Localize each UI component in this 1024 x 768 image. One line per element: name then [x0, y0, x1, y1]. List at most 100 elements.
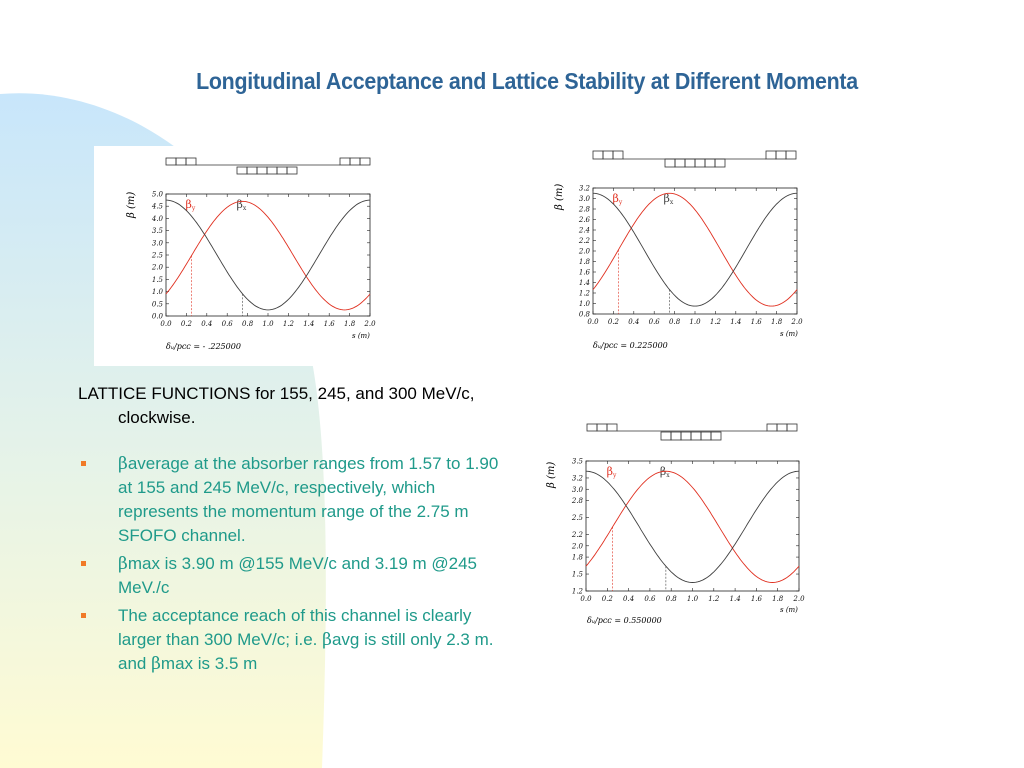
y-tick-label: 3.0: [579, 195, 591, 203]
y-axis-label: β (m): [554, 184, 565, 211]
x-tick-label: 0.2: [608, 318, 620, 326]
y-tick-label: 3.0: [572, 486, 584, 494]
chart-caption: δᵤ/pᴄᴄ = - .225000: [166, 342, 241, 351]
x-tick-label: 0.4: [623, 595, 634, 603]
series-label: βx: [664, 192, 674, 206]
bullet-beta-average: βaverage at the absorber ranges from 1.5…: [78, 452, 508, 548]
series-line-βy: [165, 200, 371, 311]
x-tick-label: 1.2: [283, 320, 295, 328]
y-tick-label: 2.5: [151, 252, 164, 260]
chart-caption: δᵤ/pᴄᴄ = 0.550000: [587, 616, 662, 625]
slide-title: Longitudinal Acceptance and Lattice Stab…: [196, 68, 858, 94]
x-tick-label: 1.8: [771, 318, 783, 326]
series-label-subscript: x: [243, 205, 247, 212]
y-tick-label: 1.2: [572, 588, 584, 596]
plot-frame: [165, 193, 371, 317]
beta-symbol: β: [151, 654, 161, 674]
y-tick-label: 2.6: [578, 216, 591, 224]
y-tick-label: 1.0: [152, 288, 164, 296]
y-tick-label: 2.4: [578, 227, 590, 235]
series-label-subscript: y: [612, 472, 617, 479]
x-tick-label: 2.0: [792, 595, 805, 603]
x-tick-label: 0.6: [222, 320, 234, 328]
x-tick-label: 1.2: [710, 318, 722, 326]
y-tick-label: 1.4: [579, 279, 590, 287]
series-label: βy: [607, 465, 617, 479]
bullet-text: average at the absorber ranges from 1.57…: [118, 454, 499, 545]
y-tick-label: 2.5: [571, 514, 584, 522]
y-tick-label: 3.5: [572, 458, 584, 466]
y-tick-label: 2.0: [578, 248, 591, 256]
series-line-βx: [593, 192, 797, 307]
x-tick-label: 1.8: [344, 320, 356, 328]
y-tick-label: 1.6: [579, 269, 591, 277]
y-tick-label: 2.0: [571, 542, 584, 550]
beta-symbol: β: [118, 454, 128, 474]
bullet-marker: [81, 461, 86, 466]
y-tick-label: 2.2: [571, 531, 584, 539]
x-tick-label: 1.0: [687, 595, 699, 603]
y-tick-label: 5.0: [152, 191, 164, 199]
x-tick-label: 2.0: [363, 320, 376, 328]
y-tick-label: 2.8: [578, 206, 591, 214]
y-tick-label: 1.8: [572, 554, 584, 562]
x-tick-label: 0.8: [669, 318, 681, 326]
y-axis-label: β (m): [126, 192, 137, 219]
x-tick-label: 0.8: [242, 320, 254, 328]
lattice-diagram: [592, 150, 797, 168]
x-tick-label: 1.4: [730, 595, 741, 603]
x-tick-label: 1.6: [324, 320, 336, 328]
figure-155: 0.0 0.2 0.4 0.6 0.8 1.0 1.2 1.4 1.6 1.8 2.0 0.0 0.5 1…: [94, 146, 394, 366]
x-tick-label: 0.4: [201, 320, 212, 328]
series-label-subscript: x: [666, 472, 670, 479]
bullet-text: max is 3.5 m: [160, 654, 258, 673]
x-tick-label: 0.0: [160, 320, 172, 328]
x-tick-label: 0.2: [602, 595, 614, 603]
figure-300: 0.0 0.2 0.4 0.6 0.8 1.0 1.2 1.4 1.6 1.8 2.0 1.2 1.5 1…: [537, 420, 829, 630]
x-tick-label: 1.0: [689, 318, 701, 326]
plot-frame: [592, 187, 798, 315]
x-tick-label: 0.2: [181, 320, 193, 328]
y-tick-label: 0.0: [152, 313, 164, 321]
y-tick-label: 3.5: [152, 227, 164, 235]
y-tick-label: 1.2: [579, 290, 591, 298]
x-tick-label: 0.0: [580, 595, 592, 603]
bullet-acceptance: The acceptance reach of this channel is …: [78, 604, 508, 676]
x-tick-label: 1.4: [303, 320, 314, 328]
y-tick-label: 1.0: [579, 300, 591, 308]
y-tick-label: 1.5: [572, 571, 584, 579]
y-tick-label: 4.5: [151, 203, 164, 211]
x-tick-label: 0.0: [587, 318, 599, 326]
bullet-beta-max: βmax is 3.90 m @155 MeV/c and 3.19 m @24…: [78, 552, 508, 600]
y-tick-label: 0.8: [579, 311, 591, 319]
bullet-text: avg is still only 2.3 m. and: [118, 630, 494, 673]
plot-area: 0.0 0.2 0.4 0.6 0.8 1.0 1.2 1.4 1.6 1.8 2.0 0.8 1.0 1…: [578, 185, 803, 327]
x-tick-label: 0.6: [649, 318, 661, 326]
series-line-βx: [585, 470, 800, 583]
series-label-subscript: y: [618, 199, 623, 206]
y-tick-label: 3.2: [572, 474, 584, 482]
plot-area: 0.0 0.2 0.4 0.6 0.8 1.0 1.2 1.4 1.6 1.8 2.0 1.2 1.5 1…: [571, 458, 805, 604]
y-axis-label: β (m): [546, 462, 557, 489]
series-line-βx: [165, 199, 371, 311]
y-tick-label: 4.0: [151, 215, 164, 223]
y-tick-label: 1.5: [152, 276, 164, 284]
beta-symbol: β: [118, 554, 128, 574]
y-tick-label: 2.8: [571, 497, 584, 505]
bullet-marker: [81, 613, 86, 618]
x-axis-label: s (m): [780, 330, 798, 338]
bullet-marker: [81, 561, 86, 566]
x-tick-label: 1.6: [751, 318, 763, 326]
series-label-subscript: x: [670, 199, 674, 206]
x-tick-label: 1.2: [708, 595, 720, 603]
bullet-text: max is 3.90 m @155 MeV/c and 3.19 m @245…: [118, 554, 478, 597]
series-label: βy: [613, 192, 623, 206]
x-tick-label: 1.8: [772, 595, 784, 603]
lattice-chart-245: 0.0 0.2 0.4 0.6 0.8 1.0 1.2 1.4 1.6 1.8 2.0 0.8 1.0 1…: [554, 150, 803, 350]
x-tick-label: 0.4: [628, 318, 639, 326]
series-label: βx: [237, 198, 247, 212]
lattice-chart-300: 0.0 0.2 0.4 0.6 0.8 1.0 1.2 1.4 1.6 1.8 2.0 1.2 1.5 1…: [546, 423, 805, 625]
y-tick-label: 3.0: [152, 239, 164, 247]
y-tick-label: 3.2: [579, 185, 591, 193]
x-tick-label: 1.4: [730, 318, 741, 326]
